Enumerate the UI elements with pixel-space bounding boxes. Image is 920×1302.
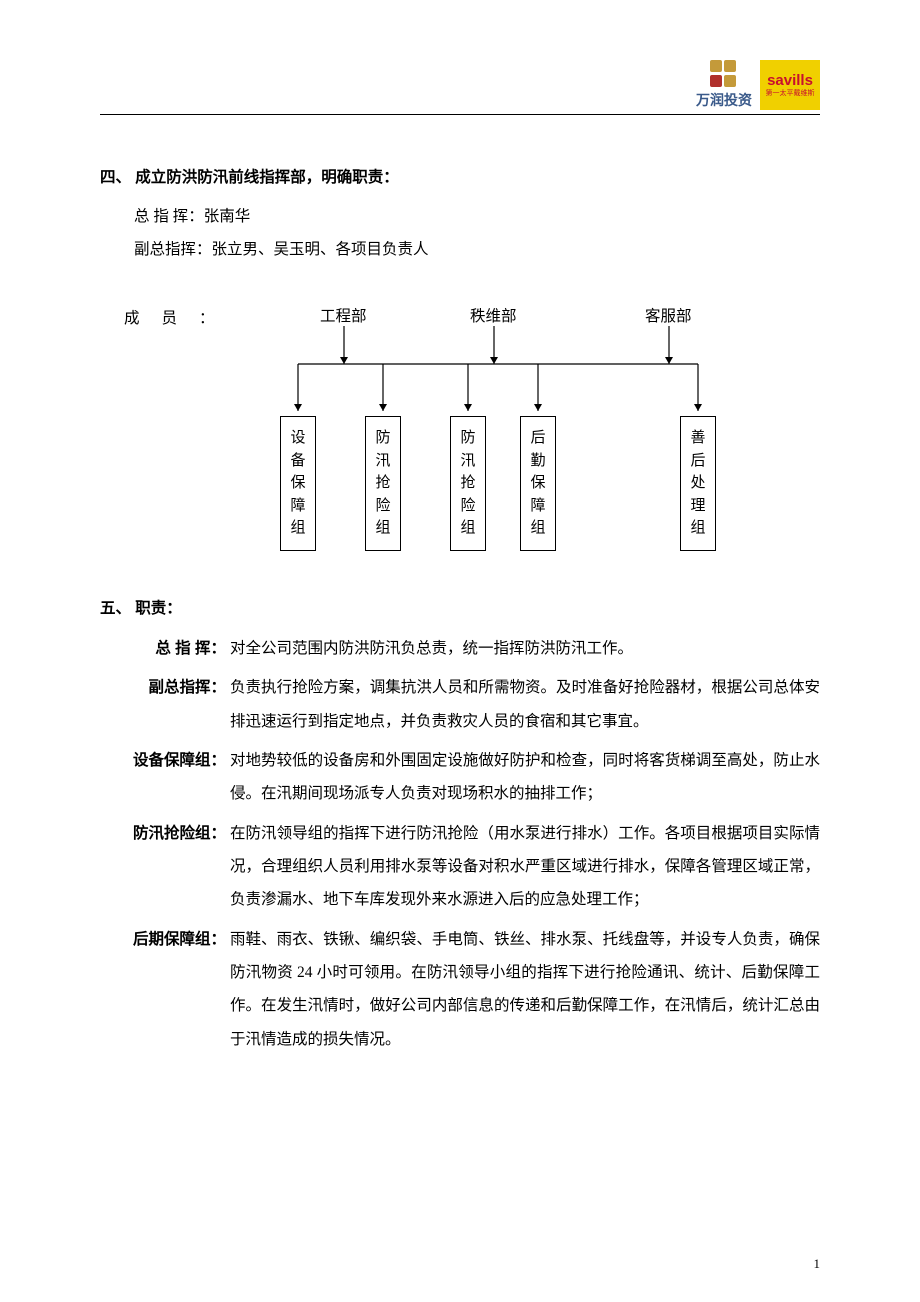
chart-box: 后勤保障组 <box>520 416 556 551</box>
responsibility-label: 副总指挥： <box>100 671 230 738</box>
responsibility-item: 总 指 挥：对全公司范围内防洪防汛负总责，统一指挥防洪防汛工作。 <box>100 632 820 665</box>
chart-box: 善后处理组 <box>680 416 716 551</box>
wanrun-logo: 万润投资 <box>696 60 752 110</box>
responsibility-text: 负责执行抢险方案，调集抗洪人员和所需物资。及时准备好抢险器材，根据公司总体安排迅… <box>230 671 820 738</box>
section4-heading: 四、 成立防洪防汛前线指挥部，明确职责： <box>100 165 820 187</box>
org-chart: 成员： 工程部秩维部客服部 设备保障组防汛抢险组防汛抢险组后勤保障组善后处理组 <box>100 296 820 546</box>
responsibility-text: 雨鞋、雨衣、铁锹、编织袋、手电筒、铁丝、排水泵、托线盘等，并设专人负责，确保防汛… <box>230 923 820 1056</box>
section4-line: 总 指 挥：张南华 <box>134 201 820 234</box>
responsibility-text: 对全公司范围内防洪防汛负总责，统一指挥防洪防汛工作。 <box>230 632 820 665</box>
chart-box: 防汛抢险组 <box>450 416 486 551</box>
responsibility-label: 设备保障组： <box>100 744 230 811</box>
wanrun-logo-icon <box>710 60 738 88</box>
page-number: 1 <box>814 1256 821 1272</box>
chart-box: 设备保障组 <box>280 416 316 551</box>
wanrun-logo-text: 万润投资 <box>696 90 752 110</box>
document-page: 万润投资 savills 第一太平戴维斯 四、 成立防洪防汛前线指挥部，明确职责… <box>0 0 920 1302</box>
responsibility-text: 在防汛领导组的指挥下进行防汛抢险（用水泵进行排水）工作。各项目根据项目实际情况，… <box>230 817 820 917</box>
savills-logo: savills 第一太平戴维斯 <box>760 60 820 110</box>
responsibility-label: 后期保障组： <box>100 923 230 1056</box>
chart-connectors <box>100 296 820 421</box>
responsibility-label: 总 指 挥： <box>100 632 230 665</box>
responsibility-item: 设备保障组：对地势较低的设备房和外围固定设施做好防护和检查，同时将客货梯调至高处… <box>100 744 820 811</box>
responsibility-item: 副总指挥：负责执行抢险方案，调集抗洪人员和所需物资。及时准备好抢险器材，根据公司… <box>100 671 820 738</box>
page-header: 万润投资 savills 第一太平戴维斯 <box>100 60 820 115</box>
responsibility-text: 对地势较低的设备房和外围固定设施做好防护和检查，同时将客货梯调至高处，防止水侵。… <box>230 744 820 811</box>
section5-heading: 五、 职责： <box>100 596 820 618</box>
responsibility-item: 后期保障组：雨鞋、雨衣、铁锹、编织袋、手电筒、铁丝、排水泵、托线盘等，并设专人负… <box>100 923 820 1056</box>
savills-logo-main: savills <box>767 73 813 88</box>
responsibility-label: 防汛抢险组： <box>100 817 230 917</box>
responsibility-item: 防汛抢险组：在防汛领导组的指挥下进行防汛抢险（用水泵进行排水）工作。各项目根据项… <box>100 817 820 917</box>
chart-box: 防汛抢险组 <box>365 416 401 551</box>
savills-logo-sub: 第一太平戴维斯 <box>766 90 815 97</box>
section4-line: 副总指挥：张立男、吴玉明、各项目负责人 <box>134 234 820 267</box>
